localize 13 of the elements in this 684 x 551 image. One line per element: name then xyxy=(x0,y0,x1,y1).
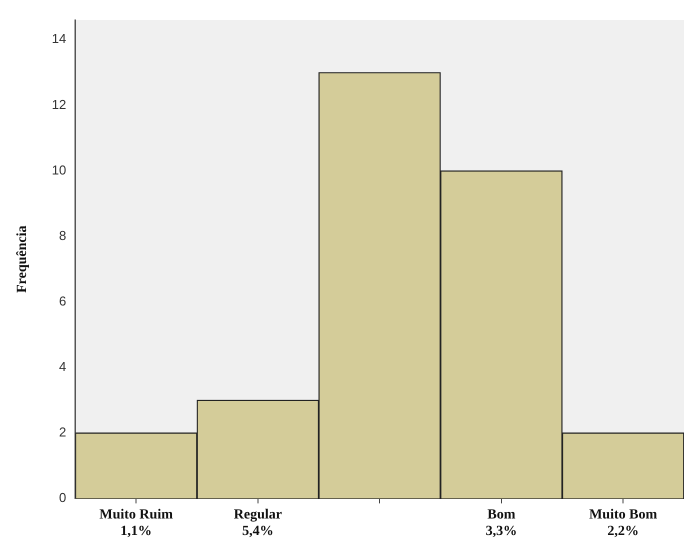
x-tick-label: Muito Bom 2,2% xyxy=(589,507,658,540)
y-tick-label: 10 xyxy=(52,162,66,178)
y-tick-label: 14 xyxy=(52,31,66,46)
y-tick-label: 6 xyxy=(59,293,66,308)
y-tick-label: 0 xyxy=(59,490,66,505)
y-tick-label: 4 xyxy=(59,358,66,374)
y-axis-title: Frequência xyxy=(15,225,30,293)
y-tick-label: 8 xyxy=(59,228,66,243)
y-tick-label: 12 xyxy=(52,96,66,112)
x-tick-label: Muito Ruim 1,1% xyxy=(99,507,174,540)
x-tick-label: Regular 5,4% xyxy=(234,507,282,540)
x-tick-label: Bom 3,3% xyxy=(486,507,518,540)
y-tick-label: 2 xyxy=(59,424,66,440)
